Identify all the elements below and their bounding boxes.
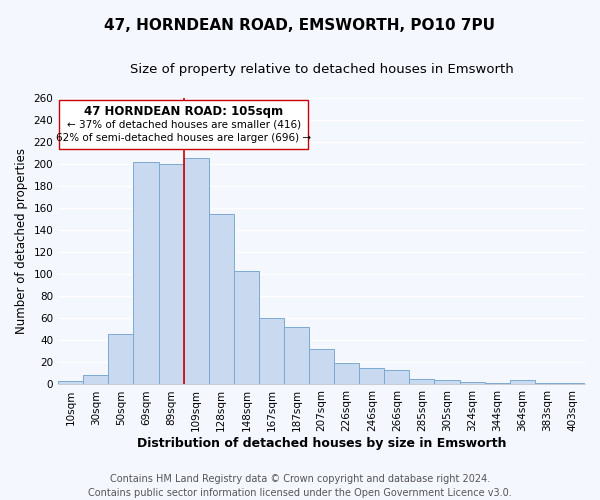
- FancyBboxPatch shape: [59, 100, 308, 150]
- Text: ← 37% of detached houses are smaller (416): ← 37% of detached houses are smaller (41…: [67, 120, 301, 130]
- Bar: [234, 271, 259, 384]
- Bar: [510, 380, 535, 384]
- X-axis label: Distribution of detached houses by size in Emsworth: Distribution of detached houses by size …: [137, 437, 506, 450]
- Y-axis label: Number of detached properties: Number of detached properties: [15, 148, 28, 334]
- Text: 47 HORNDEAN ROAD: 105sqm: 47 HORNDEAN ROAD: 105sqm: [84, 105, 283, 118]
- Bar: [184, 158, 209, 384]
- Bar: [434, 380, 460, 384]
- Bar: [460, 382, 485, 384]
- Text: 62% of semi-detached houses are larger (696) →: 62% of semi-detached houses are larger (…: [56, 133, 311, 143]
- Title: Size of property relative to detached houses in Emsworth: Size of property relative to detached ho…: [130, 62, 514, 76]
- Bar: [385, 370, 409, 384]
- Bar: [109, 334, 133, 384]
- Text: 47, HORNDEAN ROAD, EMSWORTH, PO10 7PU: 47, HORNDEAN ROAD, EMSWORTH, PO10 7PU: [104, 18, 496, 32]
- Bar: [83, 374, 109, 384]
- Bar: [409, 379, 434, 384]
- Bar: [133, 162, 158, 384]
- Bar: [58, 381, 83, 384]
- Bar: [359, 368, 385, 384]
- Bar: [158, 164, 184, 384]
- Bar: [309, 349, 334, 384]
- Bar: [334, 364, 359, 384]
- Bar: [284, 327, 309, 384]
- Bar: [259, 318, 284, 384]
- Bar: [209, 214, 234, 384]
- Text: Contains HM Land Registry data © Crown copyright and database right 2024.
Contai: Contains HM Land Registry data © Crown c…: [88, 474, 512, 498]
